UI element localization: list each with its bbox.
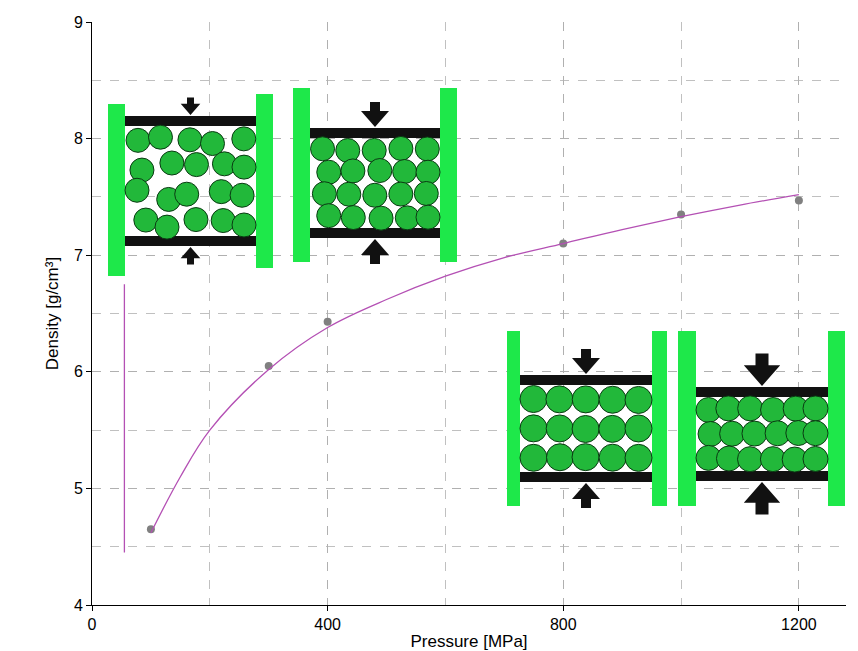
svg-text:8: 8 [74,130,83,147]
svg-text:0: 0 [88,616,97,633]
svg-text:7: 7 [74,247,83,264]
svg-text:4: 4 [74,597,83,614]
svg-text:Pressure [MPa]: Pressure [MPa] [410,632,527,651]
svg-text:1200: 1200 [781,616,817,633]
svg-text:9: 9 [74,14,83,31]
svg-text:6: 6 [74,363,83,380]
svg-text:Density [g/cm³]: Density [g/cm³] [43,257,62,370]
svg-text:5: 5 [74,480,83,497]
svg-text:800: 800 [550,616,577,633]
svg-text:400: 400 [314,616,341,633]
